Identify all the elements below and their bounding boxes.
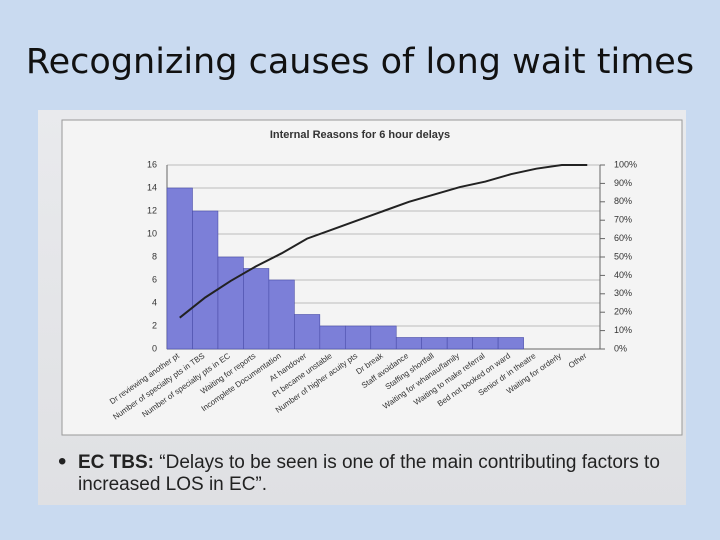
y2-tick-label: 60%	[614, 233, 632, 243]
bar	[294, 314, 321, 350]
bar	[472, 337, 499, 350]
note: EC TBS: “Delays to be seen is one of the…	[78, 452, 678, 496]
bar	[370, 325, 397, 350]
bar	[344, 325, 372, 350]
y2-tick-label: 80%	[614, 196, 632, 206]
bar	[166, 187, 193, 350]
y2-tick-label: 20%	[614, 307, 632, 317]
y2-tick-label: 100%	[614, 159, 637, 169]
y2-tick-label: 40%	[614, 270, 632, 280]
y2-tick-label: 50%	[614, 251, 632, 261]
y-tick-label: 14	[147, 182, 157, 192]
bullet: •	[58, 448, 67, 475]
y2-tick-label: 30%	[614, 288, 632, 298]
y2-tick-label: 70%	[614, 215, 632, 225]
y-tick-label: 6	[152, 274, 157, 284]
y-tick-label: 8	[152, 251, 157, 261]
y2-tick-label: 10%	[614, 325, 632, 335]
y-tick-label: 4	[152, 297, 157, 307]
y-tick-label: 16	[147, 159, 157, 169]
y-tick-label: 2	[152, 320, 157, 330]
bar	[268, 279, 295, 350]
y2-tick-label: 0%	[614, 343, 627, 353]
bar	[421, 337, 448, 350]
bar	[395, 337, 423, 350]
y2-tick-label: 90%	[614, 178, 632, 188]
bar	[217, 256, 244, 350]
bar	[497, 337, 524, 350]
y-tick-label: 10	[147, 228, 157, 238]
bar	[192, 210, 219, 350]
y-tick-label: 0	[152, 343, 157, 353]
chart-frame	[61, 119, 683, 436]
y-tick-label: 12	[147, 205, 157, 215]
bar	[319, 325, 346, 350]
slide-title: Recognizing causes of long wait times	[25, 42, 695, 82]
cumulative-line	[179, 164, 588, 319]
bar	[446, 337, 473, 350]
chart-title: Internal Reasons for 6 hour delays	[270, 129, 450, 141]
note-text: “Delays to be seen is one of the main co…	[78, 452, 660, 495]
note-lead: EC TBS:	[78, 452, 154, 473]
bar	[243, 268, 270, 350]
